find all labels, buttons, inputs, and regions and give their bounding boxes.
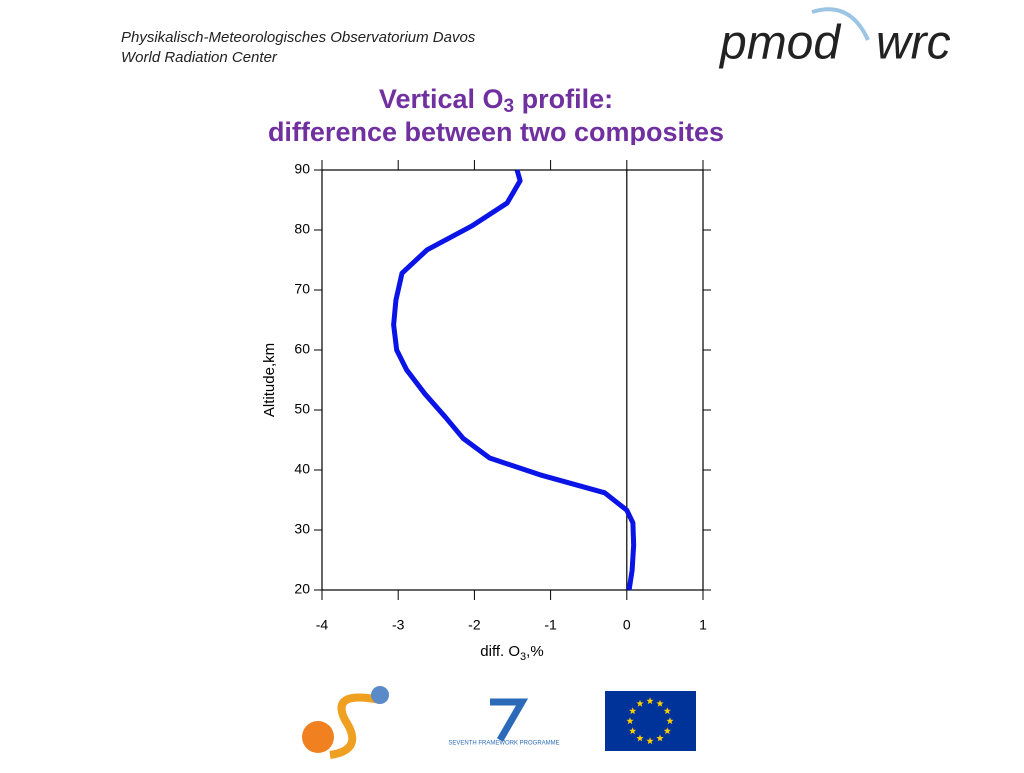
title-line2: difference between two composites [268,117,724,147]
eu-star [636,699,644,707]
eu-star [629,727,637,735]
logo-wrc: wrc [876,17,951,70]
y-tick-label: 20 [294,581,310,597]
logo-pmod: pmod [718,17,841,70]
plot: -4 -3 -2 -1 0 1 20 30 40 50 60 70 80 90 [294,160,711,633]
eu-star [656,734,664,742]
y-tick-label: 80 [294,221,310,237]
eu-star [646,737,654,745]
y-tick-label: 60 [294,341,310,357]
eu-stars [626,697,674,745]
eu-star [636,734,644,742]
profile-line [391,169,637,591]
x-tick-label: 0 [623,617,631,633]
xl-a: diff. O [480,643,520,660]
logo-sun [302,686,389,759]
title-b: profile: [514,84,613,114]
eu-star [663,707,671,715]
x-tick-label: 1 [699,617,707,633]
x-tick-label: -4 [316,617,329,633]
y-tick-label: 50 [294,401,310,417]
center: World Radiation Center [121,49,278,66]
eu-star [626,717,634,725]
plot-bg [250,145,750,665]
logo-fp7: SEVENTH FRAMEWORK PROGRAMME [448,698,560,747]
x-tick-label: -2 [468,617,481,633]
eu-star [663,727,671,735]
x-axis-title: diff. O3,% [480,643,543,663]
xl-sub: 3 [520,651,526,663]
eu-star [646,697,654,705]
title-a: Vertical O [379,84,504,114]
y-tick-label: 30 [294,521,310,537]
title-sub: 3 [504,96,515,117]
plot-frame [321,169,704,591]
logo-arc [811,7,870,41]
fp7-text: SEVENTH FRAMEWORK PROGRAMME [448,741,559,747]
xl-b: ,% [526,643,544,660]
eu-star [666,717,674,725]
y-tick-label: 40 [294,461,310,477]
eu-star [656,699,664,707]
y-tick-label: 90 [294,161,310,177]
institute: Physikalisch-Meteorologisches Observator… [121,29,476,46]
eu-star [629,707,637,715]
x-tick-label: -3 [392,617,405,633]
y-tick-label: 70 [294,281,310,297]
title-line1: Vertical O3 profile: [379,84,613,117]
x-tick-label: -1 [544,617,557,633]
y-axis-title: Altitude,km [261,343,278,417]
